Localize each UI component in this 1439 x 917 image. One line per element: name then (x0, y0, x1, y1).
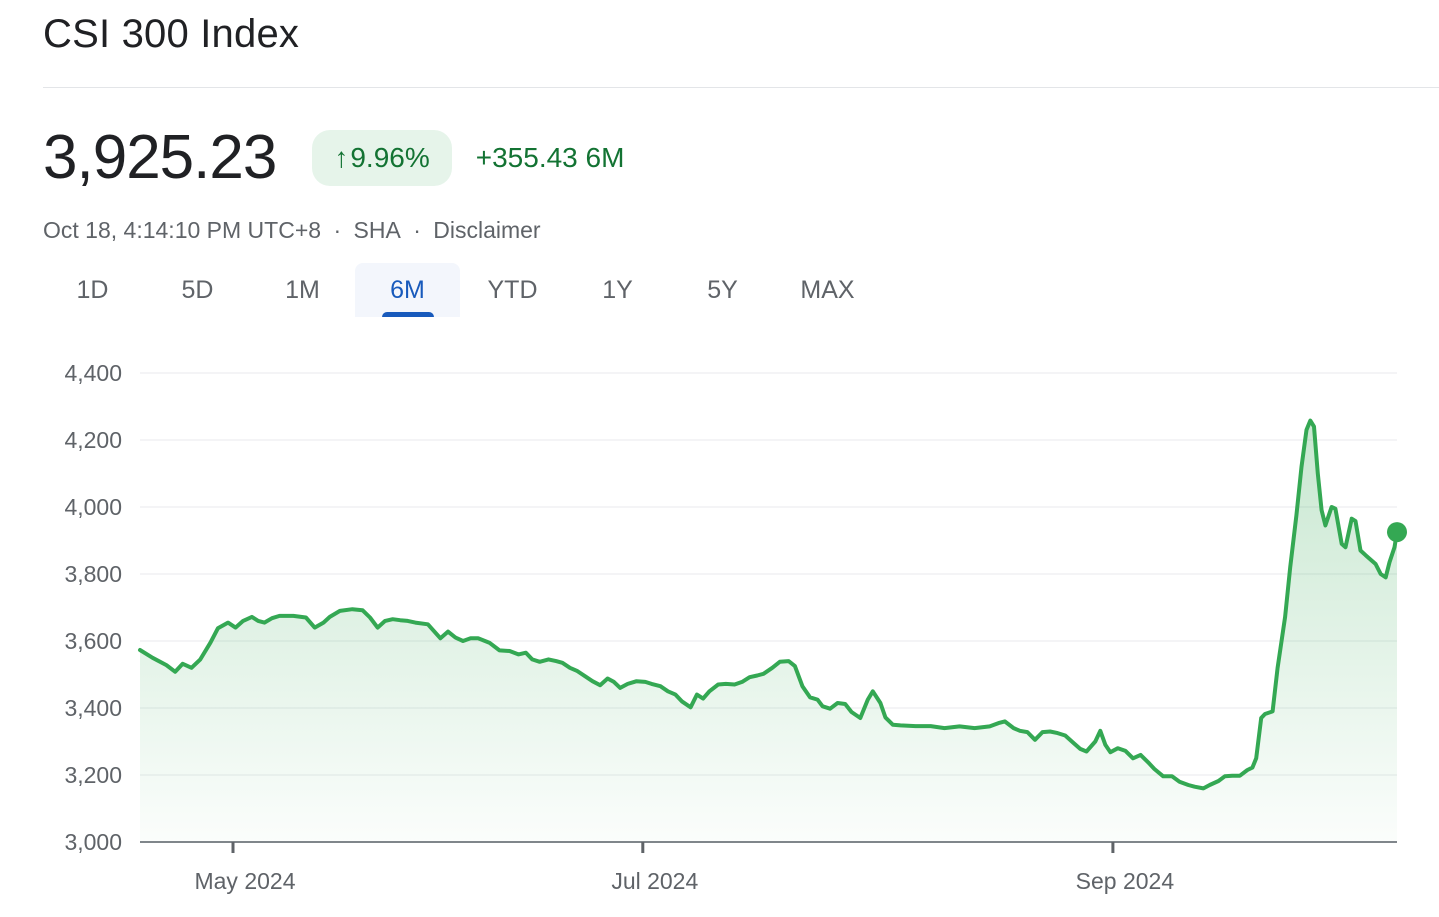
change-percent: 9.96% (350, 141, 430, 173)
price-line (138, 418, 1399, 791)
y-axis-label: 4,400 (64, 360, 122, 386)
y-axis-label: 4,000 (64, 494, 122, 520)
x-axis-label: Sep 2024 (1076, 868, 1175, 894)
y-axis-label: 3,200 (64, 762, 122, 788)
tab-5d[interactable]: 5D (145, 263, 250, 317)
tab-1m[interactable]: 1M (250, 263, 355, 317)
up-arrow-icon: ↑ (334, 141, 349, 173)
tab-5y[interactable]: 5Y (670, 263, 775, 317)
y-axis-label: 3,400 (64, 695, 122, 721)
change-period: 6M (585, 141, 625, 173)
tab-1d[interactable]: 1D (40, 263, 145, 317)
tab-label: 1M (285, 275, 320, 304)
separator-dot: · (333, 217, 342, 243)
y-axis-label: 3,600 (64, 628, 122, 654)
tab-max[interactable]: MAX (775, 263, 880, 317)
quote-summary: 3,925.23 ↑ 9.96% +355.43 6M (43, 122, 624, 193)
exchange-code: SHA (353, 217, 401, 243)
page-title: CSI 300 Index (43, 12, 300, 56)
change-percent-badge: ↑ 9.96% (312, 129, 452, 186)
timestamp: Oct 18, 4:14:10 PM UTC+8 (43, 217, 322, 243)
x-axis-tick (1111, 842, 1115, 853)
tab-1y[interactable]: 1Y (565, 263, 670, 317)
tab-label: 5D (181, 275, 214, 304)
header-divider (43, 87, 1439, 88)
tab-label: 6M (390, 275, 425, 304)
x-axis-label: Jul 2024 (611, 868, 698, 894)
current-price: 3,925.23 (43, 123, 277, 192)
tab-label: 1D (76, 275, 109, 304)
time-range-tabs: 1D 5D 1M 6M YTD 1Y 5Y MAX (40, 263, 880, 317)
active-tab-indicator (381, 312, 434, 317)
x-axis-tick (231, 842, 235, 853)
current-price-dot (1387, 522, 1407, 543)
x-axis-label: May 2024 (194, 868, 295, 894)
change-value: +355.43 (475, 141, 578, 173)
tab-label: 1Y (602, 275, 633, 304)
change-amount: +355.43 6M (476, 142, 625, 174)
disclaimer-link[interactable]: Disclaimer (433, 217, 541, 243)
y-axis-label: 3,800 (64, 561, 122, 587)
price-area-fill (140, 420, 1397, 842)
tab-label: MAX (800, 275, 855, 304)
separator-dot: · (413, 217, 421, 243)
quote-meta: Oct 18, 4:14:10 PM UTC+8 · SHA · Disclai… (43, 217, 547, 244)
tab-label: YTD (487, 275, 538, 304)
y-axis-label: 4,200 (64, 427, 122, 453)
tab-6m[interactable]: 6M (355, 263, 460, 317)
y-axis-label: 3,000 (64, 829, 122, 855)
tab-ytd[interactable]: YTD (460, 263, 565, 317)
tab-label: 5Y (707, 275, 738, 304)
x-axis-tick (641, 842, 645, 853)
